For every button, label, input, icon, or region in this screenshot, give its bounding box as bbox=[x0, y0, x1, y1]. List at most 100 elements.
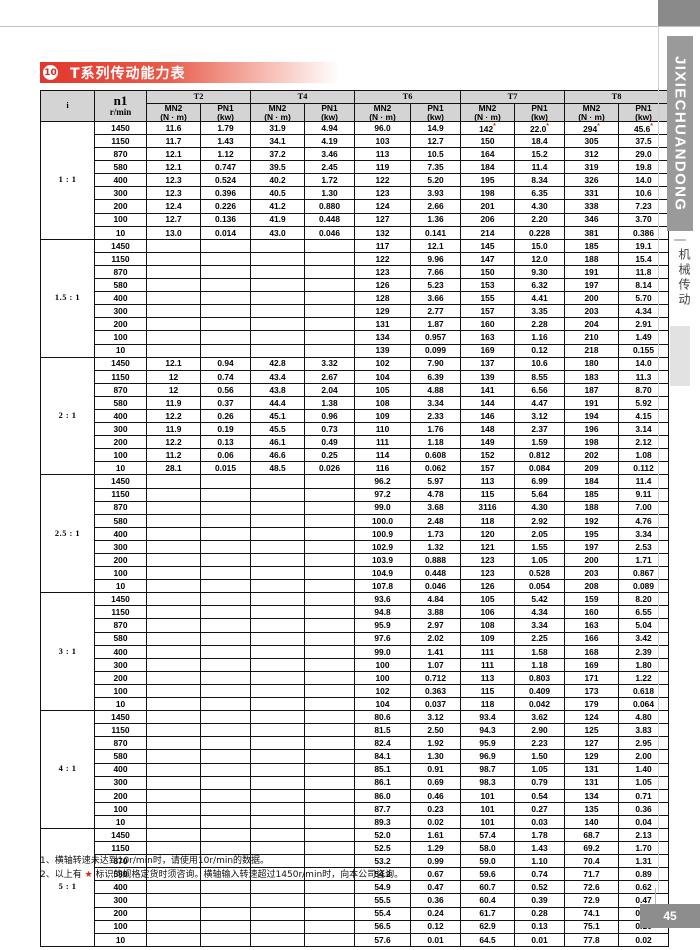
power-cell-t7: 6.99 bbox=[514, 474, 565, 489]
torque-cell-t6: 114 bbox=[354, 448, 411, 463]
power-cell-t4 bbox=[304, 539, 355, 555]
speed-cell: 1150 bbox=[94, 251, 147, 266]
table-row: 300 86.1 0.69 98.3 0.79 131 1.05 bbox=[41, 775, 669, 790]
power-cell-t6: 10.5 bbox=[410, 147, 461, 162]
power-cell-t2 bbox=[200, 474, 251, 489]
torque-cell-t2: 12.2 bbox=[146, 408, 201, 424]
torque-cell-t4: 40.2 bbox=[250, 173, 305, 188]
torque-cell-t7: 146 bbox=[460, 408, 515, 424]
power-cell-t2 bbox=[200, 775, 251, 790]
power-cell-t2: 0.136 bbox=[200, 212, 251, 227]
torque-cell-t6: 102 bbox=[354, 356, 411, 371]
torque-cell-t2: 11.7 bbox=[146, 133, 201, 149]
power-cell-t2: 0.747 bbox=[200, 160, 251, 175]
power-cell-t7: 6.35 bbox=[514, 186, 565, 201]
torque-cell-t7: 57.4 bbox=[460, 827, 515, 843]
power-cell-t2: 1.43 bbox=[200, 133, 251, 149]
table-row: 1150 81.5 2.50 94.3 2.90 125 3.83 bbox=[41, 723, 669, 738]
power-cell-t7: 0.03 bbox=[514, 814, 565, 829]
torque-cell-t7: 95.9 bbox=[460, 736, 515, 751]
power-cell-t6: 2.48 bbox=[410, 513, 461, 528]
torque-cell-t8: 312 bbox=[564, 147, 619, 162]
torque-cell-t6: 111 bbox=[354, 435, 411, 450]
torque-cell-t8: 319 bbox=[564, 160, 619, 175]
torque-cell-t8: 195 bbox=[564, 526, 619, 541]
sidebar-chinese-text: 机械传动 bbox=[677, 248, 691, 308]
power-cell-t4 bbox=[304, 317, 355, 332]
torque-cell-t8: 331 bbox=[564, 186, 619, 201]
power-cell-t4: 2.04 bbox=[304, 382, 355, 397]
power-cell-t4: 4.94 bbox=[304, 120, 355, 136]
torque-cell-t4 bbox=[250, 264, 305, 280]
power-cell-t2 bbox=[200, 841, 251, 856]
power-cell-t7: 18.4 bbox=[514, 133, 565, 149]
power-cell-t4 bbox=[304, 697, 355, 712]
speed-cell: 300 bbox=[94, 186, 147, 201]
torque-cell-t4 bbox=[250, 566, 305, 581]
table-row: 300 102.9 1.32 121 1.55 197 2.53 bbox=[41, 539, 669, 555]
torque-cell-t4 bbox=[250, 788, 305, 803]
header-ratio: i bbox=[40, 90, 95, 122]
power-cell-t7: 0.054 bbox=[514, 579, 565, 594]
power-cell-t2 bbox=[200, 683, 251, 699]
power-cell-t7: 2.25 bbox=[514, 631, 565, 646]
torque-cell-t6: 134 bbox=[354, 330, 411, 345]
page-footer: 45 bbox=[0, 888, 700, 950]
speed-cell: 400 bbox=[94, 644, 147, 659]
power-cell-t7: 9.30 bbox=[514, 264, 565, 280]
section-number-badge: 10 bbox=[43, 65, 58, 80]
footer-tick bbox=[655, 888, 656, 904]
torque-cell-t6: 95.9 bbox=[354, 618, 411, 633]
torque-cell-t6: 116 bbox=[354, 461, 411, 476]
torque-cell-t7: 169 bbox=[460, 343, 515, 358]
power-cell-t7: 4.47 bbox=[514, 395, 565, 410]
power-cell-t6: 3.68 bbox=[410, 500, 461, 515]
power-cell-t4: 2.67 bbox=[304, 369, 355, 384]
power-cell-t7: 2.05 bbox=[514, 526, 565, 541]
torque-cell-t4 bbox=[250, 251, 305, 266]
header-power-t6: PN1 (kw) bbox=[410, 103, 461, 122]
table-header: i n1 r/min T2 T4 T6 T7 T8 MN2 (N · m) PN1(… bbox=[40, 89, 669, 122]
page-number-badge: 45 bbox=[640, 904, 700, 928]
table-row: 300 11.9 0.19 45.5 0.73 110 1.76 148 2.37 196 3.14 bbox=[41, 422, 669, 437]
torque-cell-t7: 163 bbox=[460, 330, 515, 345]
torque-cell-t2: 11.9 bbox=[146, 422, 201, 437]
power-cell-t2 bbox=[200, 657, 251, 672]
torque-cell-t6: 103.9 bbox=[354, 552, 411, 568]
power-cell-t6: 6.39 bbox=[410, 369, 461, 384]
torque-cell-t7: 115 bbox=[460, 683, 515, 699]
power-cell-t7: 0.042 bbox=[514, 697, 565, 712]
power-cell-t7: 0.409 bbox=[514, 683, 565, 699]
torque-cell-t2: 12.1 bbox=[146, 147, 201, 162]
table-row: 580 84.1 1.30 96.9 1.50 129 2.00 bbox=[41, 749, 669, 764]
power-cell-t6: 0.037 bbox=[410, 697, 461, 712]
speed-cell: 580 bbox=[94, 278, 147, 293]
torque-cell-t7: 144 bbox=[460, 395, 515, 410]
torque-cell-t6: 123 bbox=[354, 264, 411, 280]
torque-cell-t2 bbox=[146, 526, 201, 541]
torque-cell-t2 bbox=[146, 291, 201, 306]
torque-cell-t4 bbox=[250, 526, 305, 541]
power-cell-t6: 12.1 bbox=[410, 238, 461, 253]
speed-cell: 1450 bbox=[94, 827, 147, 843]
speed-cell: 870 bbox=[94, 736, 147, 751]
torque-cell-t8: 191 bbox=[564, 395, 619, 410]
torque-cell-t2 bbox=[146, 697, 201, 712]
torque-cell-t2 bbox=[146, 487, 201, 502]
consult-asterisk-icon: * bbox=[597, 122, 600, 130]
power-cell-t2: 0.74 bbox=[200, 369, 251, 384]
power-cell-t7: 0.54 bbox=[514, 788, 565, 803]
power-cell-t6: 4.88 bbox=[410, 382, 461, 397]
torque-cell-t4 bbox=[250, 801, 305, 816]
torque-cell-t6: 127 bbox=[354, 212, 411, 227]
torque-cell-t4 bbox=[250, 657, 305, 672]
torque-cell-t6: 86.1 bbox=[354, 775, 411, 790]
torque-cell-t6: 104 bbox=[354, 697, 411, 712]
power-cell-t4 bbox=[304, 788, 355, 803]
torque-cell-t7: 121 bbox=[460, 539, 515, 555]
torque-cell-t7: 98.7 bbox=[460, 762, 515, 777]
speed-cell: 10 bbox=[94, 579, 147, 594]
power-cell-t2: 0.26 bbox=[200, 408, 251, 424]
power-cell-t2 bbox=[200, 264, 251, 280]
torque-cell-t4 bbox=[250, 500, 305, 515]
